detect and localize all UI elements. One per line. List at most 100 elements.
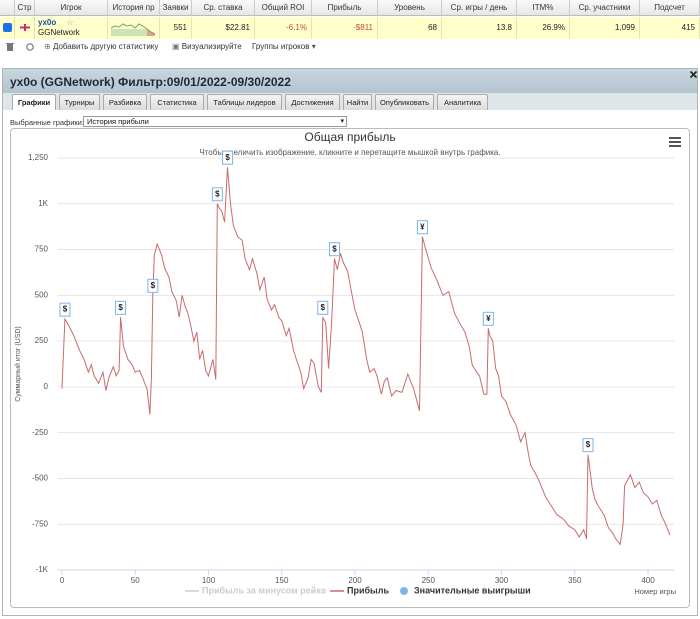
profit-line — [61, 167, 671, 546]
games-per-day: 13.8 — [442, 17, 517, 39]
panel-header — [3, 69, 697, 93]
header-cell[interactable]: Общий ROI — [255, 0, 312, 16]
visualize-button[interactable]: ▣ Визуализируйте — [172, 42, 242, 51]
y-tick-label: 500 — [35, 290, 49, 299]
sparkline — [111, 23, 156, 36]
add-stat-text: Добавить другую статистику — [52, 42, 159, 51]
big-win-flag — [59, 302, 71, 317]
legend-label: Прибыль за минусом рейка — [202, 585, 327, 595]
header-cell[interactable]: Ср. игры / день — [442, 0, 517, 16]
level: 68 — [378, 17, 442, 39]
header-cell[interactable]: Ср. участники — [570, 0, 640, 16]
header-cell[interactable]: Заявки — [160, 0, 192, 16]
big-win-flag — [317, 300, 329, 315]
header-cell[interactable]: Стр — [15, 0, 35, 16]
tab-content — [3, 110, 697, 615]
groups-text: Группы игроков — [252, 42, 310, 51]
tab[interactable]: Таблицы лидеров — [207, 94, 282, 110]
header-cell[interactable]: Подсчет — [640, 0, 700, 16]
tab[interactable]: Статистика — [150, 94, 204, 110]
x-axis-label: Номер игры — [634, 587, 676, 596]
y-tick-label: 250 — [35, 336, 49, 345]
network: GGNetwork — [38, 28, 80, 37]
roi: -6.1% — [255, 17, 312, 39]
x-tick-label: 300 — [495, 576, 509, 585]
y-tick-label: 0 — [44, 382, 49, 391]
count: 415 — [640, 17, 700, 39]
tab[interactable]: Опубликовать — [375, 94, 434, 110]
player-name[interactable]: yx0o — [38, 18, 57, 27]
tab[interactable]: Турниры — [59, 94, 100, 110]
avg-field: 1,099 — [570, 17, 640, 39]
profit: -$811 — [312, 17, 378, 39]
toolbar-icons[interactable] — [6, 42, 40, 52]
header-cell[interactable]: Игрок — [35, 0, 108, 16]
chart: Общая прибыль Чтобы увеличить изображени… — [14, 130, 681, 596]
header-cell[interactable]: Ср. ставка — [192, 0, 255, 16]
big-win-label: $ — [321, 303, 326, 312]
big-win-flag — [416, 220, 428, 235]
big-win-flag — [147, 278, 159, 293]
x-tick-label: 250 — [422, 576, 436, 585]
x-tick-label: 400 — [641, 576, 655, 585]
big-win-flag — [115, 300, 127, 315]
big-win-label: ¥ — [486, 314, 491, 323]
big-win-flag — [582, 438, 594, 453]
big-win-flag — [482, 311, 494, 326]
header-cell[interactable]: Уровень — [378, 0, 442, 16]
legend-symbol — [400, 587, 408, 595]
big-win-label: $ — [63, 305, 68, 314]
big-win-flag — [222, 150, 234, 165]
y-tick-label: -500 — [32, 474, 49, 483]
x-tick-label: 350 — [568, 576, 582, 585]
checkbox[interactable] — [3, 23, 12, 32]
tab[interactable]: Достижения — [285, 94, 340, 110]
tab[interactable]: Разбивка — [103, 94, 147, 110]
flag-cell — [15, 17, 35, 39]
y-tick-label: 1K — [38, 199, 48, 208]
tab[interactable]: Найти — [343, 94, 372, 110]
add-stat-button[interactable]: ⊕ Добавить другую статистику — [44, 42, 159, 51]
menu-button[interactable] — [669, 137, 681, 147]
groups-button[interactable]: Группы игроков ▾ — [252, 42, 316, 51]
legend-label: Прибыль — [347, 585, 389, 595]
flag-icon — [20, 24, 30, 31]
tab[interactable]: Графики — [12, 94, 56, 111]
y-tick-label: -1K — [36, 565, 49, 574]
y-axis-label: Суммарный итог (USD) — [14, 326, 22, 402]
y-tick-label: -250 — [32, 428, 49, 437]
chart-subtitle: Чтобы увеличить изображение, кликните и … — [199, 148, 500, 157]
header-cell[interactable]: История пр — [108, 0, 160, 16]
select-value: История прибыли — [87, 117, 149, 126]
star-icon[interactable]: ☆ — [66, 18, 74, 27]
avg-stake: $22.81 — [192, 17, 255, 39]
chart-frame — [10, 128, 690, 608]
x-tick-label: 200 — [348, 576, 362, 585]
select-label: Выбранные графики: — [10, 118, 84, 127]
x-tick-label: 0 — [60, 576, 65, 585]
entries: 551 — [160, 17, 192, 39]
big-win-label: $ — [118, 303, 123, 312]
chart-title: Общая прибыль — [304, 130, 395, 144]
y-tick-label: 1,250 — [28, 153, 49, 162]
header-cell — [0, 0, 15, 16]
visualize-text: Визуализируйте — [181, 42, 242, 51]
big-win-flag — [329, 242, 341, 257]
chart-select[interactable]: История прибыли ▾ — [83, 116, 347, 127]
big-win-label: $ — [586, 440, 591, 449]
big-win-label: $ — [332, 244, 337, 253]
panel-title: yx0o (GGNetwork) Фильтр:09/01/2022-09/30… — [10, 75, 291, 89]
checkbox-cell — [0, 17, 15, 39]
y-tick-label: -750 — [32, 519, 49, 528]
header-cell[interactable]: ITM% — [517, 0, 570, 16]
big-win-label: $ — [151, 281, 156, 290]
close-button[interactable] — [689, 70, 698, 79]
big-win-label: $ — [215, 189, 220, 198]
header-cell[interactable]: Прибыль — [312, 0, 378, 16]
x-tick-label: 100 — [202, 576, 216, 585]
tab[interactable]: Аналитика — [437, 94, 488, 110]
x-tick-label: 150 — [275, 576, 289, 585]
y-tick-label: 750 — [35, 245, 49, 254]
x-tick-label: 50 — [131, 576, 140, 585]
